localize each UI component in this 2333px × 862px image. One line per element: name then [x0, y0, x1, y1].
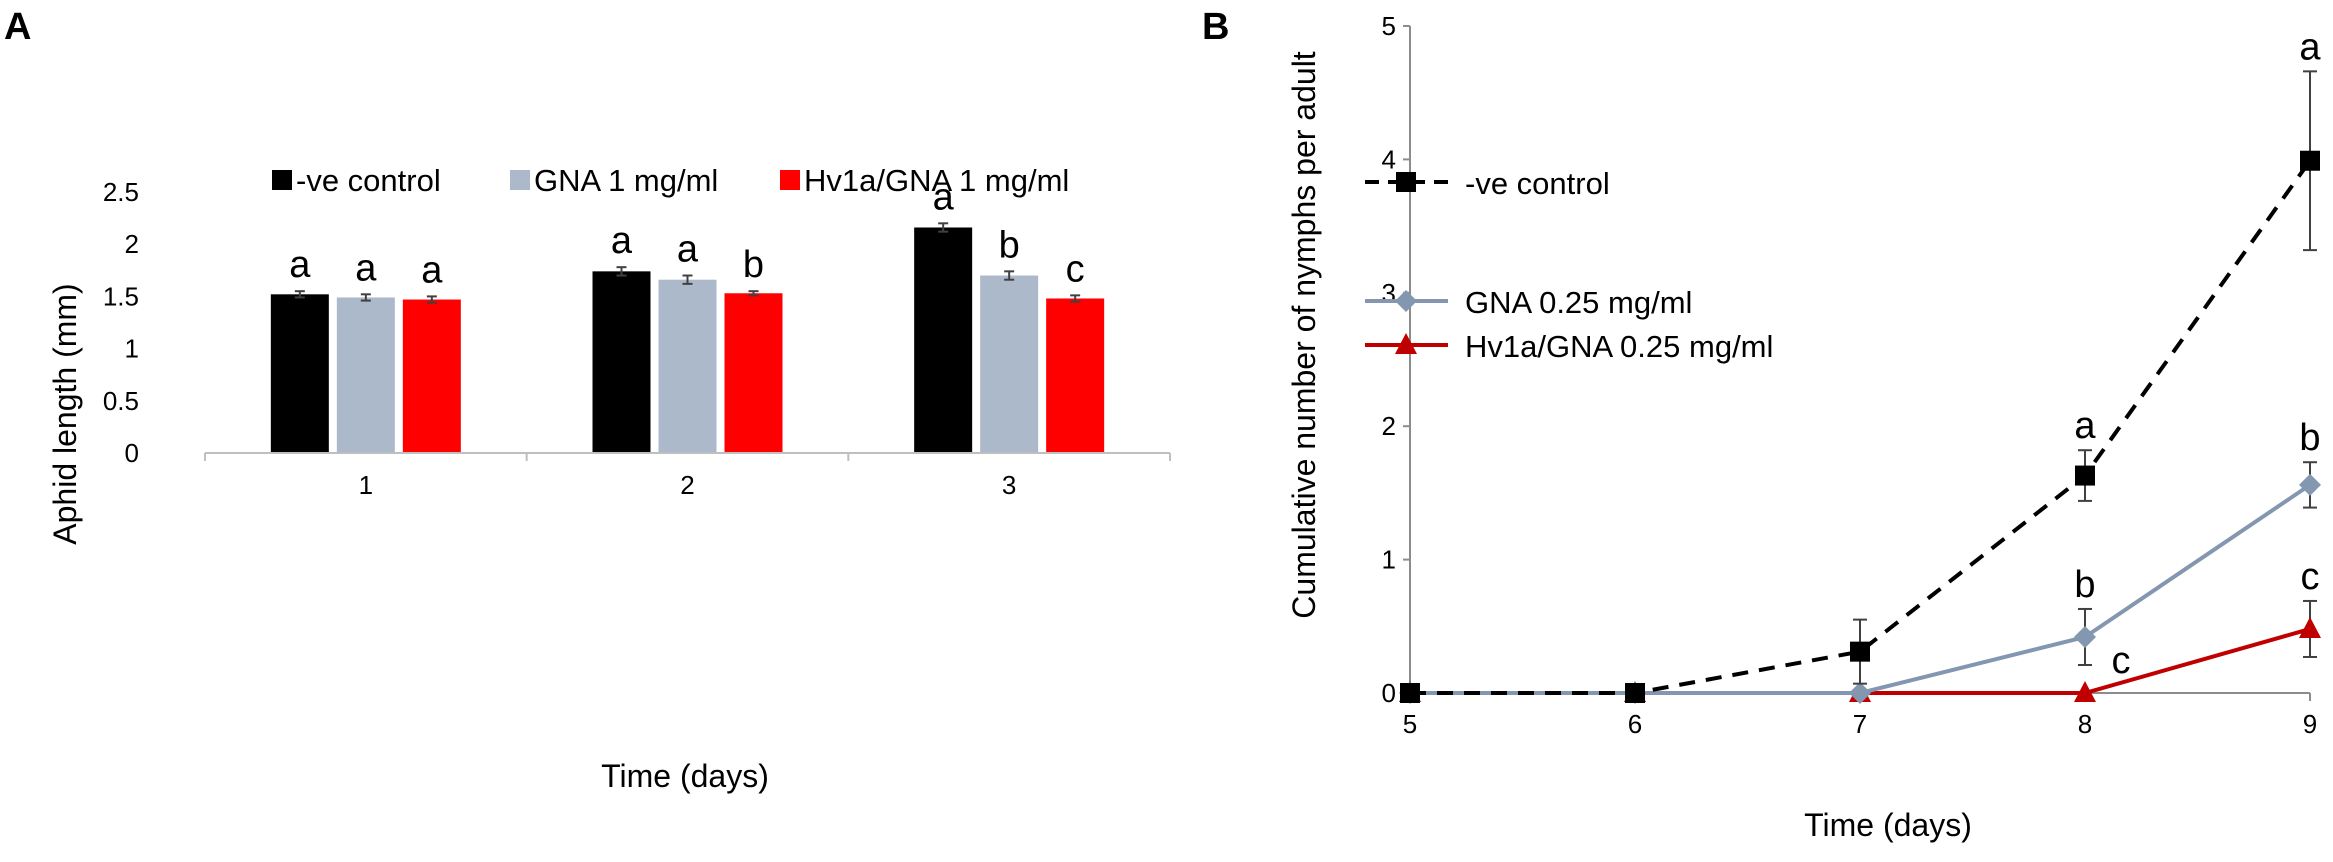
bar-chart-aphid-length: -ve control GNA 1 mg/ml Hv1a/GNA 1 mg/ml…: [47, 163, 1171, 794]
panel-b-label: B: [1202, 6, 1229, 48]
y-tick-label-b: 3: [1382, 278, 1396, 308]
significance-letter: a: [355, 247, 377, 289]
y-tick-label-b: 0: [1382, 678, 1396, 708]
data-point-hv1a-gna-0-25-mg-ml: [2299, 616, 2321, 638]
legend-b: -ve control GNA 0.25 mg/ml Hv1a/GNA 0.25…: [1365, 166, 1773, 364]
y-tick-label-a: 1: [125, 334, 139, 364]
legend-label-ve-control-b: -ve control: [1465, 166, 1610, 201]
legend-label-hv1a-gna-b: Hv1a/GNA 0.25 mg/ml: [1465, 329, 1773, 364]
error-bar-gna-1-mg-ml-day-3: [1004, 270, 1015, 281]
data-point-ve-control: [1400, 683, 1420, 703]
x-tick-label-b: 5: [1403, 709, 1417, 739]
bar-hv1a-gna-1-mg-ml-day-2: [724, 293, 783, 453]
x-tick-label-b: 6: [1628, 709, 1642, 739]
bar-ve-control-day-3: [914, 227, 973, 453]
significance-letter-b: c: [2112, 640, 2131, 682]
bar-ve-control-day-1: [270, 294, 329, 453]
data-point-gna-0-25-mg-ml: [2299, 473, 2321, 496]
legend-label-hv1a-gna: Hv1a/GNA 1 mg/ml: [804, 163, 1069, 198]
line-chart-cumulative-nymphs: Cumulative number of nymphs per adult Ti…: [1286, 11, 2321, 843]
x-tick-label-b: 7: [1853, 709, 1867, 739]
significance-letter: c: [1066, 248, 1085, 290]
significance-letter-b: b: [2074, 564, 2095, 606]
bar-gna-1-mg-ml-day-1: [336, 297, 395, 453]
legend-marker-gna-0-25-mg-ml: [1395, 290, 1417, 312]
y-axis-title-a: Aphid length (mm): [47, 283, 83, 544]
error-bar-gna-1-mg-ml-day-2: [682, 274, 693, 285]
x-tick-label-a: 1: [359, 470, 373, 500]
error-bar-ve-control-day-1: [294, 290, 305, 299]
significance-letter-b: a: [2074, 405, 2096, 447]
y-tick-label-b: 5: [1382, 11, 1396, 41]
x-axis-title-a: Time (days): [601, 758, 769, 794]
bar-gna-1-mg-ml-day-3: [980, 275, 1039, 453]
panel-a-label: A: [4, 6, 31, 48]
error-bar-hv1a-gna-1-mg-ml-day-2: [748, 290, 759, 297]
significance-letter: a: [289, 244, 311, 286]
bar-hv1a-gna-1-mg-ml-day-3: [1046, 298, 1105, 453]
significance-letter: b: [743, 244, 764, 286]
y-tick-label-a: 0: [125, 438, 139, 468]
x-tick-label-b: 8: [2078, 709, 2092, 739]
y-tick-label-a: 0.5: [103, 386, 139, 416]
significance-letter: a: [933, 176, 955, 218]
error-bar-ve-control-day-3: [938, 222, 949, 233]
legend-label-gna: GNA 1 mg/ml: [534, 163, 718, 198]
x-tick-label-a: 3: [1002, 470, 1016, 500]
legend-swatch-gna: [510, 170, 530, 190]
y-tick-label-a: 2: [125, 229, 139, 259]
data-point-ve-control: [1850, 641, 1870, 662]
legend-marker-hv1a-gna-0-25-mg-ml: [1395, 333, 1417, 354]
significance-letter: a: [677, 229, 699, 271]
y-tick-label-b: 2: [1382, 411, 1396, 441]
error-bar-gna-1-mg-ml-day-1: [360, 293, 371, 302]
series-line-ve-control: [1410, 159, 2312, 695]
bar-gna-1-mg-ml-day-2: [658, 279, 717, 453]
x-tick-label-b: 9: [2303, 709, 2317, 739]
significance-letter-b: a: [2299, 26, 2321, 68]
data-point-ve-control: [2300, 150, 2320, 171]
bars-a: a a a a a b a b c: [270, 176, 1105, 453]
legend-label-gna-b: GNA 0.25 mg/ml: [1465, 285, 1692, 320]
significance-letter: a: [611, 220, 633, 262]
legend-swatch-hv1a-gna: [780, 170, 800, 190]
significance-letter-b: b: [2299, 417, 2320, 459]
y-axis-a: 0 0.5 1 1.5 2 2.5: [103, 177, 139, 468]
error-bar-hv1a-gna-1-mg-ml-day-3: [1070, 294, 1081, 303]
legend-label-ve-control: -ve control: [296, 163, 441, 198]
axes-b: 0 1 2 3 4 5 5 6 7 8 9: [1382, 11, 2318, 739]
significance-letter: b: [999, 224, 1020, 266]
x-tick-label-a: 2: [680, 470, 694, 500]
data-point-gna-0-25-mg-ml: [2074, 625, 2096, 648]
y-tick-label-a: 1.5: [103, 281, 139, 311]
y-tick-label-a: 2.5: [103, 177, 139, 207]
data-point-ve-control: [2075, 465, 2095, 486]
data-point-hv1a-gna-0-25-mg-ml: [2074, 681, 2096, 702]
legend-swatch-ve-control: [272, 170, 292, 190]
y-tick-label-b: 1: [1382, 545, 1396, 575]
significance-letter-b: c: [2301, 556, 2320, 598]
legend-a: -ve control GNA 1 mg/ml Hv1a/GNA 1 mg/ml: [272, 163, 1069, 198]
bar-hv1a-gna-1-mg-ml-day-1: [402, 299, 461, 453]
x-axis-title-b: Time (days): [1804, 807, 1972, 843]
bar-ve-control-day-2: [592, 271, 651, 453]
x-axis-a: 1 2 3: [204, 453, 1171, 500]
legend-marker-ve-control: [1396, 172, 1416, 192]
error-bar-hv1a-gna-1-mg-ml-day-1: [426, 295, 437, 304]
data-point-ve-control: [1625, 683, 1645, 703]
y-tick-label-b: 4: [1382, 144, 1396, 174]
data-point-gna-0-25-mg-ml: [1849, 682, 1871, 704]
y-axis-title-b: Cumulative number of nymphs per adult: [1286, 51, 1322, 619]
error-bar-ve-control-day-2: [616, 266, 627, 277]
significance-letter: a: [421, 249, 443, 291]
